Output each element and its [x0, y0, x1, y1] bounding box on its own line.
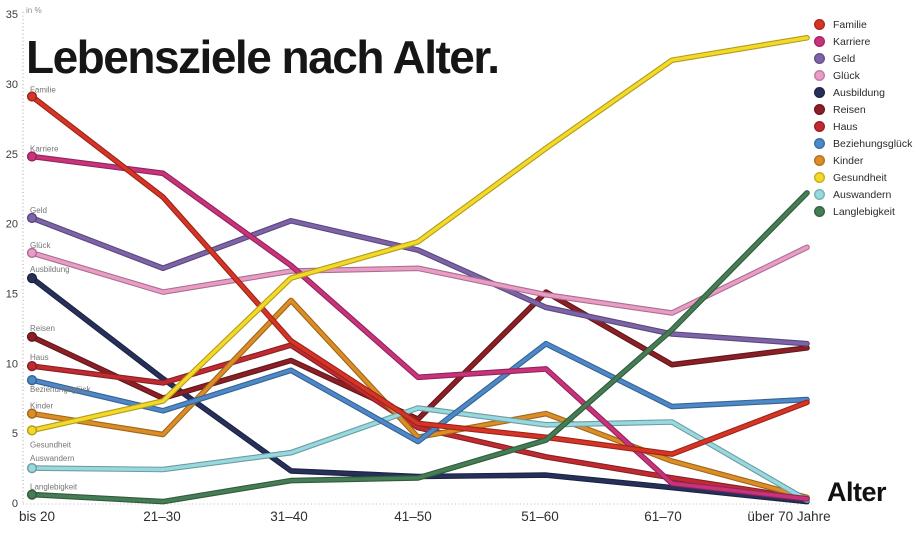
- series-line-outline-familie: [29, 93, 810, 457]
- series-start-dot-familie: [26, 91, 38, 102]
- series-start-dot-auswandern: [26, 463, 38, 474]
- legend-dot-reisen: [814, 104, 825, 115]
- series-label-auswandern: Auswandern: [30, 454, 74, 463]
- x-axis-tick-label: bis 20: [19, 509, 55, 524]
- series-line-auswandern: [30, 406, 809, 502]
- series-start-dot-haus: [26, 361, 38, 372]
- legend-item-karriere: Karriere: [814, 33, 912, 50]
- legend-label-auswandern: Auswandern: [833, 188, 892, 201]
- series-line-karriere: [30, 154, 809, 501]
- legend-dot-familie: [814, 19, 825, 30]
- y-axis-tick-label: 30: [6, 79, 18, 91]
- y-axis-unit-label: in %: [26, 6, 42, 15]
- legend-dot-auswandern: [814, 189, 825, 200]
- legend-label-gesundheit: Gesundheit: [833, 171, 887, 184]
- legend-label-ausbildung: Ausbildung: [833, 86, 885, 99]
- y-axis-tick-label: 5: [12, 428, 18, 440]
- legend-label-geld: Geld: [833, 52, 856, 65]
- series-line-outline-gesundheit: [29, 34, 810, 434]
- series-line-outline-geld: [29, 215, 810, 347]
- legend-dot-beziehungsglck: [814, 138, 825, 149]
- series-label-karriere: Karriere: [30, 145, 59, 154]
- series-start-dot-kinder: [26, 408, 38, 419]
- legend-label-haus: Haus: [833, 120, 858, 133]
- page-title: Lebensziele nach Alter.: [26, 31, 500, 83]
- x-axis-tick-label: 21–30: [143, 509, 181, 524]
- legend-label-reisen: Reisen: [833, 103, 866, 116]
- legend-item-beziehungsglck: Beziehungsglück: [814, 135, 912, 152]
- series-label-beziehungsglck: Beziehungsglück: [30, 385, 91, 394]
- y-axis-tick-label: 20: [6, 219, 18, 231]
- legend-dot-karriere: [814, 36, 825, 47]
- y-axis-tick-label: 25: [6, 149, 18, 161]
- series-label-ausbildung: Ausbildung: [30, 265, 70, 274]
- series-line-haus: [30, 343, 809, 501]
- legend-label-langlebigkeit: Langlebigkeit: [833, 205, 895, 218]
- series-label-haus: Haus: [30, 353, 49, 362]
- legend-dot-gesundheit: [814, 172, 825, 183]
- legend-item-ausbildung: Ausbildung: [814, 84, 912, 101]
- y-axis-tick-label: 35: [6, 9, 18, 21]
- legend-item-reisen: Reisen: [814, 101, 912, 118]
- series-start-dot-glck: [26, 247, 38, 259]
- legend-item-haus: Haus: [814, 118, 912, 135]
- x-axis-title: Alter: [826, 477, 887, 507]
- x-axis-tick-label: 41–50: [394, 509, 432, 524]
- legend-item-geld: Geld: [814, 50, 912, 67]
- legend-item-familie: Familie: [814, 16, 912, 33]
- x-axis-tick-label: 61–70: [644, 509, 682, 524]
- y-axis-tick-label: 0: [12, 498, 18, 510]
- series-line-beziehungsglck: [30, 342, 809, 444]
- legend-label-familie: Familie: [833, 18, 867, 31]
- series-label-gesundheit: Gesundheit: [30, 440, 72, 449]
- legend-dot-geld: [814, 53, 825, 64]
- series-label-langlebigkeit: Langlebigkeit: [30, 483, 78, 492]
- legend-label-karriere: Karriere: [833, 35, 871, 48]
- x-axis-tick-label: über 70 Jahre: [747, 509, 830, 524]
- legend-dot-glck: [814, 70, 825, 81]
- legend-dot-kinder: [814, 155, 825, 166]
- series-label-reisen: Reisen: [30, 324, 55, 333]
- legend-label-glck: Glück: [833, 69, 860, 82]
- legend-label-beziehungsglck: Beziehungsglück: [833, 137, 913, 150]
- series-label-kinder: Kinder: [30, 402, 53, 411]
- legend-item-glck: Glück: [814, 67, 912, 84]
- series-line-geld: [30, 216, 809, 346]
- series-line-kinder: [30, 298, 809, 500]
- series-label-glck: Glück: [30, 241, 51, 250]
- series-start-dot-reisen: [26, 331, 38, 342]
- legend-item-langlebigkeit: Langlebigkeit: [814, 203, 912, 220]
- legend-item-kinder: Kinder: [814, 152, 912, 169]
- series-start-dot-karriere: [26, 151, 38, 162]
- x-axis-tick-label: 51–60: [521, 509, 559, 524]
- series-start-dot-beziehungsglck: [26, 375, 38, 386]
- y-axis-tick-label: 10: [6, 358, 18, 370]
- series-start-dot-langlebigkeit: [26, 489, 38, 500]
- series-start-dot-ausbildung: [26, 273, 38, 284]
- series-line-langlebigkeit: [30, 191, 809, 504]
- legend-dot-ausbildung: [814, 87, 825, 98]
- legend-item-auswandern: Auswandern: [814, 186, 912, 203]
- legend-dot-haus: [814, 121, 825, 132]
- legend-label-kinder: Kinder: [833, 154, 864, 167]
- series-start-dot-geld: [26, 212, 38, 224]
- y-axis-tick-label: 15: [6, 288, 18, 300]
- series-line-familie: [30, 94, 809, 456]
- series-line-gesundheit: [30, 36, 809, 433]
- series-label-geld: Geld: [30, 206, 47, 215]
- legend-dot-langlebigkeit: [814, 206, 825, 217]
- legend: Familie Karriere Geld Glück Ausbildung Reisen…: [814, 16, 912, 220]
- series-label-familie: Familie: [30, 86, 56, 95]
- series-line-glck: [30, 245, 809, 315]
- series-start-dot-gesundheit: [26, 425, 38, 436]
- legend-item-gesundheit: Gesundheit: [814, 169, 912, 186]
- x-axis-tick-label: 31–40: [270, 509, 308, 524]
